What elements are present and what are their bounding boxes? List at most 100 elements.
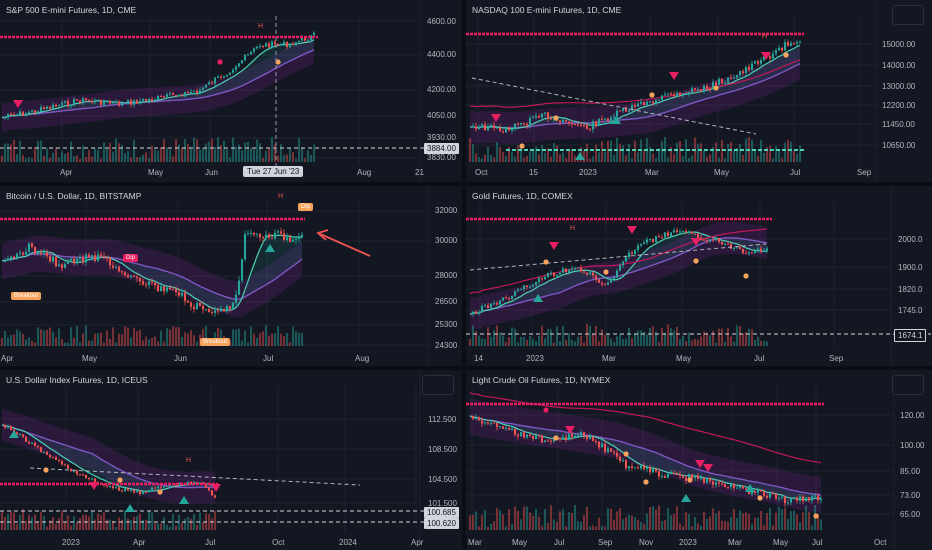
volume-bar [252, 149, 256, 162]
volume-bar [27, 337, 31, 346]
volume-bar [219, 145, 223, 162]
candle-body [120, 490, 124, 492]
signal-dot [643, 479, 649, 485]
crude-oil-price-chart[interactable] [466, 370, 932, 550]
volume-bars [468, 505, 823, 530]
candle-body [477, 126, 481, 129]
volume-bar [501, 514, 505, 530]
chart-panel-sp500[interactable]: H S&P 500 E-mini Futures, 1D, CME 4600.0… [0, 0, 462, 182]
buy-signal-marker [745, 484, 755, 492]
last-price-label: 100.620 [424, 518, 459, 529]
x-tick: Sep [598, 538, 613, 547]
candle-body [126, 488, 130, 491]
x-tick: Apr [411, 538, 424, 547]
candle-body [819, 499, 823, 501]
volume-bar [12, 139, 16, 162]
volume-bar [243, 330, 247, 346]
candle-body [783, 496, 787, 504]
candle-body [147, 281, 151, 286]
y-tick: 3930.00 [427, 133, 456, 142]
candle-body [306, 39, 310, 41]
volume-bar [567, 512, 571, 530]
chart-panel-dollar-index[interactable]: H U.S. Dollar Index Futures, 1D, ICEUS 1… [0, 370, 462, 550]
nasdaq-price-chart[interactable]: H [466, 0, 932, 182]
sell-signal-marker [89, 482, 99, 490]
volume-bar [504, 155, 508, 162]
volume-bar [183, 518, 187, 530]
x-tick: 2023 [679, 538, 697, 547]
candle-body [489, 303, 493, 309]
buy-signal-marker [611, 116, 621, 124]
candle-body [489, 422, 493, 424]
last-price-label: 1674.1 [894, 329, 927, 342]
chart-panel-gold[interactable]: H Gold Futures, 1D, COMEX 2000.0 1900.0 … [466, 186, 932, 366]
volume-bar [783, 142, 787, 162]
volume-bar [21, 334, 25, 346]
candle-body [768, 492, 772, 498]
candle-body [711, 82, 715, 90]
sp500-price-chart[interactable]: H [0, 0, 462, 182]
volume-bar [654, 331, 658, 346]
panel-menu-button[interactable] [892, 5, 924, 25]
volume-bar [510, 524, 514, 530]
chart-panel-nasdaq[interactable]: H NASDAQ 100 E-mini Futures, 1D, CME 150… [466, 0, 932, 182]
candle-body [81, 257, 85, 263]
volume-bar [594, 325, 598, 346]
volume-bar [87, 150, 91, 162]
volume-bar [147, 339, 151, 346]
candle-body [84, 474, 88, 479]
volume-bar [603, 526, 607, 530]
volume-bar [237, 144, 241, 162]
volume-bar [177, 515, 181, 530]
panel-menu-button[interactable] [422, 375, 454, 395]
volume-bar [78, 158, 82, 162]
volume-bar [768, 508, 772, 530]
volume-bar [204, 143, 208, 162]
candle-body [528, 118, 532, 126]
candle-body [60, 264, 64, 268]
candle-body [678, 92, 682, 95]
chart-panel-bitcoin[interactable]: H Bitcoin / U.S. Dollar, 1D, BITSTAMP Di… [0, 186, 462, 366]
volume-bar [708, 154, 712, 162]
candle-body [510, 129, 514, 131]
volume-bar [648, 507, 652, 530]
candle-body [609, 117, 613, 122]
candle-body [726, 486, 730, 488]
x-tick: May [512, 538, 528, 547]
candle-body [636, 103, 640, 107]
dollar-index-price-chart[interactable]: H [0, 370, 462, 550]
volume-bar [486, 146, 490, 162]
candle-body [141, 281, 145, 285]
candle-body [30, 110, 34, 112]
signal-dot [623, 451, 629, 457]
volume-bar [258, 333, 262, 346]
bitcoin-price-chart[interactable]: H [0, 186, 462, 366]
candle-body [198, 303, 202, 306]
candle-body [21, 252, 25, 255]
volume-bar [630, 515, 634, 530]
candle-body [42, 107, 46, 109]
gold-price-chart[interactable]: H [466, 186, 932, 366]
volume-bar [147, 158, 151, 162]
candle-body [729, 243, 733, 249]
volume-bar [144, 152, 148, 162]
candle-body [579, 124, 583, 126]
candle-body [630, 252, 634, 255]
panel-menu-button[interactable] [892, 375, 924, 395]
candle-body [699, 478, 703, 480]
candle-body [12, 114, 16, 116]
candle-body [753, 61, 757, 64]
volume-bar [42, 330, 46, 346]
candle-body [495, 423, 499, 427]
chart-panel-crude-oil[interactable]: Light Crude Oil Futures, 1D, NYMEX 120.0… [466, 370, 932, 550]
volume-bar [162, 517, 166, 530]
candle-body [618, 456, 622, 462]
volume-bar [648, 327, 652, 346]
candle-body [81, 474, 85, 476]
y-tick: 2000.0 [898, 235, 923, 244]
buy-signal-marker [681, 494, 691, 502]
volume-bar [168, 149, 172, 162]
candle-body [546, 112, 550, 119]
candle-body [513, 428, 517, 435]
candle-body [90, 255, 94, 258]
